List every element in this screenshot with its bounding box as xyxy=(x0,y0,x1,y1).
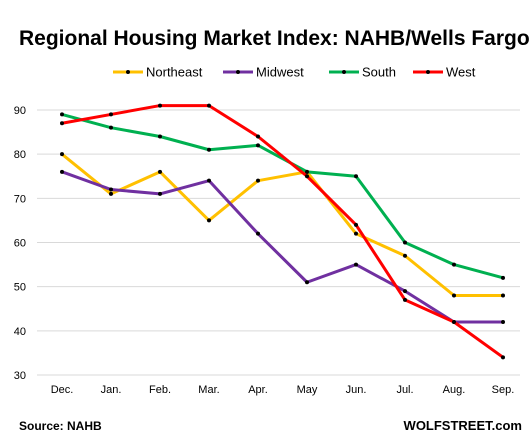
y-tick-label: 40 xyxy=(14,326,26,338)
data-point xyxy=(158,103,162,108)
y-tick-label: 30 xyxy=(14,370,26,382)
data-point xyxy=(305,280,309,285)
data-point xyxy=(109,191,113,196)
data-point xyxy=(207,178,211,183)
data-point xyxy=(109,112,113,117)
y-tick-label: 60 xyxy=(14,238,26,250)
y-tick-label: 50 xyxy=(14,282,26,294)
series-west xyxy=(60,103,505,360)
legend-label: South xyxy=(362,65,396,80)
series-northeast xyxy=(60,152,505,298)
data-point xyxy=(452,320,456,324)
data-point xyxy=(403,297,407,302)
data-point xyxy=(354,262,358,267)
series-south xyxy=(60,112,505,280)
legend-marker xyxy=(426,70,430,74)
data-point xyxy=(60,121,64,126)
x-tick-label: Mar. xyxy=(198,384,219,396)
data-point xyxy=(158,134,162,139)
legend-item-south: South xyxy=(329,65,396,80)
data-point xyxy=(158,169,162,174)
data-point xyxy=(207,103,211,108)
legend-label: Northeast xyxy=(146,65,203,80)
source-label: Source: NAHB xyxy=(19,419,102,433)
y-tick-label: 80 xyxy=(14,149,26,161)
data-point xyxy=(256,178,260,183)
data-point xyxy=(256,231,260,236)
series-lines xyxy=(60,103,505,360)
data-point xyxy=(109,187,113,192)
series-midwest xyxy=(60,169,505,324)
x-tick-label: May xyxy=(297,384,318,396)
x-axis-ticks: Dec. Jan. Feb. Mar. Apr. May Jun. Jul. Aug. Sep. xyxy=(51,384,515,396)
legend-item-midwest: Midwest xyxy=(223,65,304,80)
data-point xyxy=(305,169,309,174)
data-point xyxy=(60,152,64,157)
legend-label: West xyxy=(446,65,476,80)
legend-label: Midwest xyxy=(256,65,304,80)
data-point xyxy=(501,320,505,324)
data-point xyxy=(501,275,505,280)
data-point xyxy=(354,174,358,179)
series-line xyxy=(61,104,504,359)
y-axis-ticks: 30 40 50 60 70 80 90 xyxy=(14,105,26,382)
y-tick-label: 90 xyxy=(14,105,26,117)
x-tick-label: Jun. xyxy=(346,384,367,396)
data-point xyxy=(452,262,456,267)
x-tick-label: Jul. xyxy=(396,384,413,396)
data-point xyxy=(403,289,407,294)
data-point xyxy=(60,169,64,174)
legend-marker xyxy=(126,70,130,74)
data-point xyxy=(207,147,211,152)
data-point xyxy=(403,253,407,258)
series-line xyxy=(61,170,503,324)
x-tick-label: Aug. xyxy=(443,384,466,396)
data-point xyxy=(501,293,505,298)
x-tick-label: Jan. xyxy=(101,384,122,396)
data-point xyxy=(60,112,64,117)
gridlines xyxy=(37,109,520,376)
chart-title: Regional Housing Market Index: NAHB/Well… xyxy=(19,27,530,50)
data-point xyxy=(354,222,358,227)
data-point xyxy=(501,355,505,360)
x-tick-label: Dec. xyxy=(51,384,74,396)
y-tick-label: 70 xyxy=(14,193,26,205)
data-point xyxy=(109,125,113,130)
data-point xyxy=(305,174,309,179)
legend-marker xyxy=(236,70,240,74)
legend-marker xyxy=(342,70,346,74)
data-point xyxy=(158,191,162,196)
data-point xyxy=(207,218,211,223)
x-tick-label: Feb. xyxy=(149,384,171,396)
x-tick-label: Sep. xyxy=(492,384,515,396)
data-point xyxy=(256,143,260,148)
x-tick-label: Apr. xyxy=(248,384,268,396)
legend: Northeast Midwest South West xyxy=(113,65,476,80)
data-point xyxy=(403,240,407,245)
series-line xyxy=(61,153,503,297)
legend-item-northeast: Northeast xyxy=(113,65,203,80)
data-point xyxy=(354,231,358,236)
series-line xyxy=(61,112,504,280)
data-point xyxy=(452,293,456,298)
legend-item-west: West xyxy=(413,65,476,80)
brand-label: WOLFSTREET.com xyxy=(404,418,522,433)
data-point xyxy=(256,134,260,139)
